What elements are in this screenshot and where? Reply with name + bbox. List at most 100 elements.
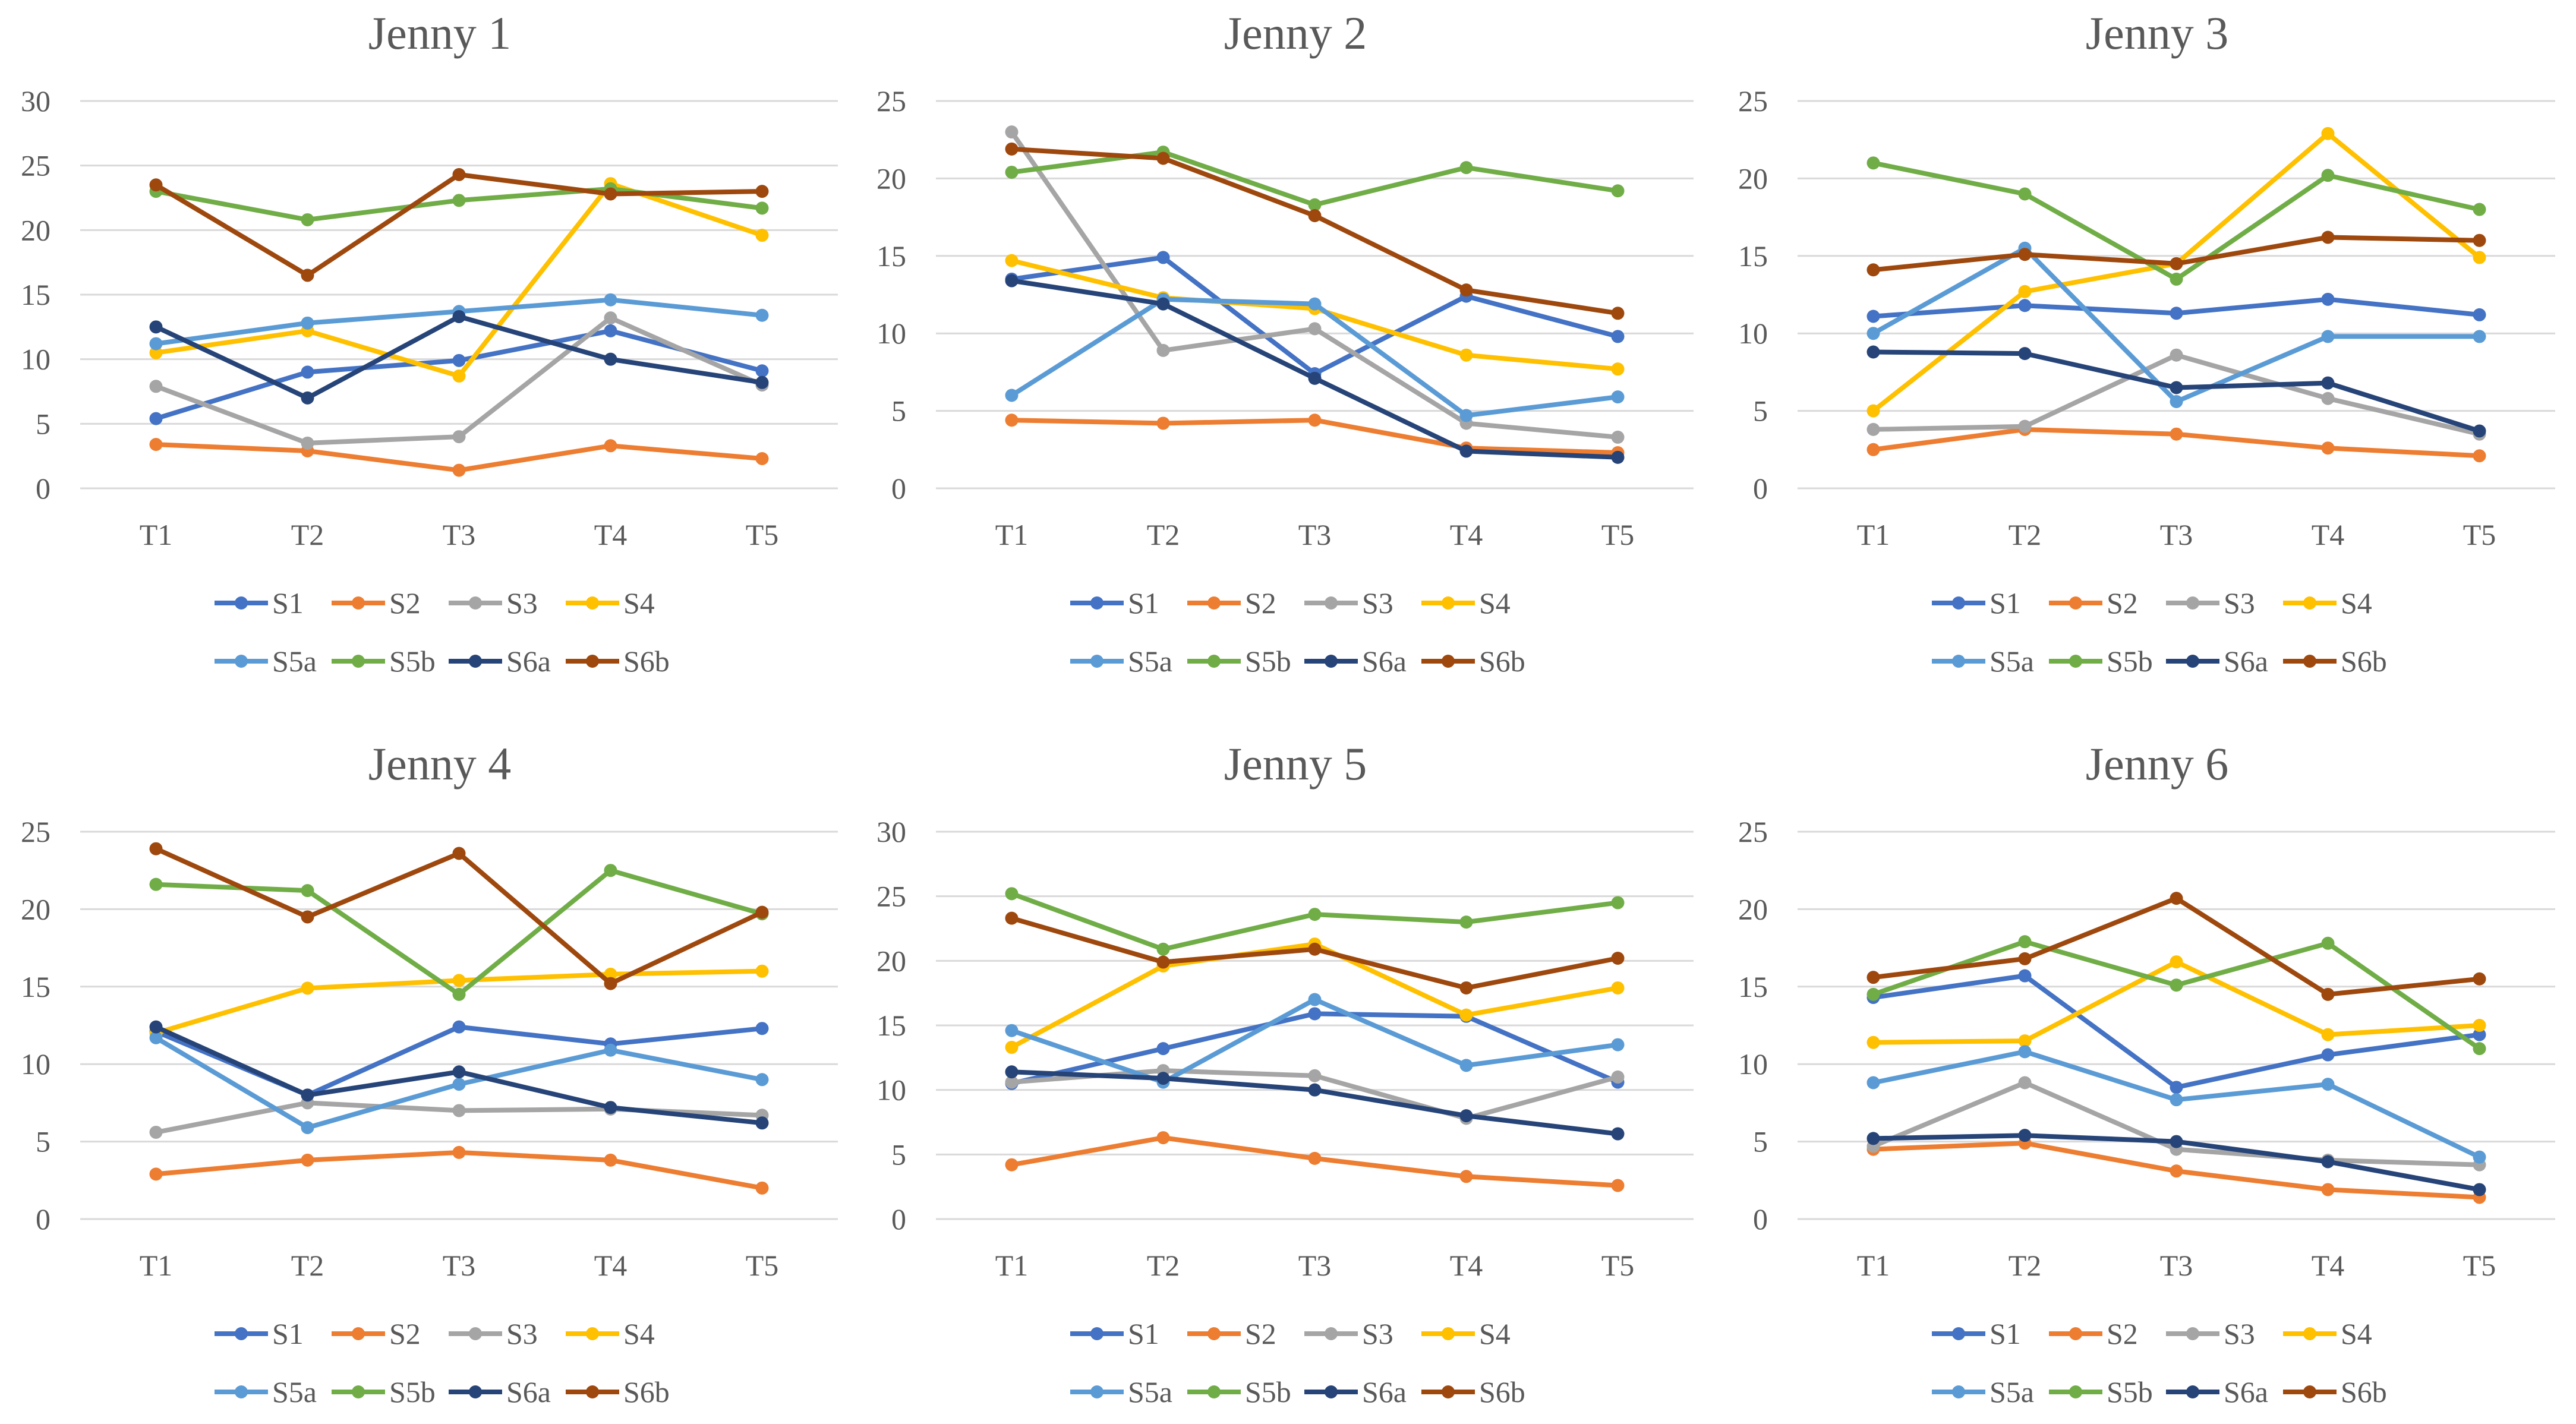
data-point bbox=[2321, 1155, 2335, 1169]
legend-label: S6b bbox=[623, 645, 670, 678]
data-point bbox=[1611, 1179, 1625, 1192]
data-point bbox=[2473, 449, 2486, 463]
data-point bbox=[1156, 151, 1170, 165]
legend: S1 S2 S3 S4 S5a S5b S6a S6b bbox=[1070, 586, 1525, 678]
data-point bbox=[755, 964, 769, 978]
legend-marker bbox=[469, 655, 482, 668]
x-tick-label: T1 bbox=[1857, 1249, 1890, 1282]
x-tick-label: T4 bbox=[594, 518, 628, 551]
y-tick-label: 20 bbox=[21, 213, 51, 247]
data-point bbox=[1459, 1059, 1473, 1072]
legend-item-S2: S2 bbox=[2049, 1317, 2138, 1350]
data-point bbox=[2170, 307, 2183, 320]
data-point bbox=[452, 987, 466, 1001]
legend-item-S4: S4 bbox=[566, 1317, 655, 1350]
series-line bbox=[1009, 255, 1620, 376]
data-point bbox=[301, 1121, 314, 1135]
data-point bbox=[1459, 1109, 1473, 1123]
data-point bbox=[1459, 981, 1473, 994]
data-point bbox=[1866, 1132, 1880, 1145]
y-tick-label: 25 bbox=[21, 815, 51, 848]
data-point bbox=[149, 1031, 163, 1044]
legend-marker bbox=[2303, 1327, 2316, 1340]
data-point bbox=[1459, 1008, 1473, 1022]
chart-panel-5: Jenny 5 0 5 10 15 20 25 30 T1 T2 T3 T4 T5 S1 S2 S3 S4 S5a… bbox=[876, 738, 1694, 1409]
data-point bbox=[1308, 1151, 1322, 1165]
series-S2 bbox=[149, 438, 769, 477]
data-point bbox=[1308, 1007, 1322, 1021]
series-S3 bbox=[149, 1096, 769, 1139]
data-point bbox=[149, 178, 163, 192]
data-point bbox=[2170, 381, 2183, 394]
data-point bbox=[2170, 955, 2183, 969]
legend-item-S6a: S6a bbox=[1304, 1375, 1407, 1409]
legend-marker bbox=[352, 596, 365, 610]
data-point bbox=[452, 353, 466, 367]
legend-marker bbox=[586, 1385, 599, 1398]
data-point bbox=[2473, 972, 2486, 986]
legend-label: S5a bbox=[1128, 1375, 1172, 1409]
x-tick-label: T3 bbox=[2160, 518, 2193, 551]
series-S5a bbox=[1005, 292, 1625, 422]
legend-item-S5a: S5a bbox=[1070, 645, 1172, 678]
legend-item-S3: S3 bbox=[2166, 1317, 2255, 1350]
legend-marker bbox=[586, 1327, 599, 1340]
data-point bbox=[604, 967, 617, 981]
series-line bbox=[153, 846, 765, 986]
data-point bbox=[2321, 1183, 2335, 1196]
data-point bbox=[452, 847, 466, 860]
data-point bbox=[1866, 263, 1880, 277]
y-tick-label: 0 bbox=[36, 1202, 51, 1236]
y-tick-label: 10 bbox=[876, 1073, 906, 1107]
legend-item-S6a: S6a bbox=[449, 645, 551, 678]
legend-item-S5a: S5a bbox=[215, 645, 317, 678]
series-S3 bbox=[1005, 125, 1625, 444]
data-point bbox=[2170, 1093, 2183, 1107]
legend-item-S6a: S6a bbox=[2166, 1375, 2268, 1409]
data-point bbox=[452, 1145, 466, 1159]
legend-label: S6b bbox=[2341, 645, 2387, 678]
data-point bbox=[2018, 187, 2032, 201]
legend-label: S4 bbox=[623, 586, 655, 620]
data-point bbox=[1005, 389, 1019, 402]
data-point bbox=[1156, 251, 1170, 264]
data-point bbox=[604, 439, 617, 453]
legend-marker bbox=[352, 1385, 365, 1398]
data-point bbox=[1459, 1170, 1473, 1183]
legend-label: S2 bbox=[389, 1317, 421, 1350]
x-tick-label: T4 bbox=[2312, 1249, 2345, 1282]
data-point bbox=[604, 352, 617, 366]
x-tick-label: T2 bbox=[2009, 1249, 2042, 1282]
legend-marker bbox=[1952, 596, 1965, 610]
legend-item-S2: S2 bbox=[332, 586, 421, 620]
legend-label: S6b bbox=[2341, 1375, 2387, 1409]
data-point bbox=[1308, 297, 1322, 311]
data-point bbox=[755, 1022, 769, 1035]
legend-marker bbox=[469, 596, 482, 610]
data-point bbox=[149, 412, 163, 425]
legend-item-S4: S4 bbox=[2283, 586, 2372, 620]
data-point bbox=[301, 884, 314, 898]
data-point bbox=[1005, 142, 1019, 156]
legend-marker bbox=[1952, 1385, 1965, 1398]
y-tick-label: 25 bbox=[21, 149, 51, 182]
x-tick-label: T1 bbox=[995, 1249, 1029, 1282]
legend-item-S1: S1 bbox=[215, 586, 304, 620]
data-point bbox=[1611, 450, 1625, 464]
legend-marker bbox=[1325, 1327, 1338, 1340]
series-S1 bbox=[149, 324, 769, 425]
legend-label: S5a bbox=[1989, 1375, 2034, 1409]
data-point bbox=[2170, 1164, 2183, 1178]
y-tick-label: 10 bbox=[21, 1047, 51, 1081]
data-point bbox=[2170, 427, 2183, 441]
data-point bbox=[1308, 942, 1322, 956]
data-point bbox=[452, 168, 466, 181]
data-point bbox=[1866, 987, 1880, 1001]
data-point bbox=[1156, 1131, 1170, 1145]
y-tick-label: 0 bbox=[891, 1202, 906, 1236]
data-point bbox=[604, 311, 617, 325]
series-line bbox=[1009, 146, 1620, 316]
data-point bbox=[1156, 416, 1170, 430]
legend-label: S4 bbox=[2341, 586, 2372, 620]
y-tick-label: 10 bbox=[1738, 1047, 1768, 1081]
